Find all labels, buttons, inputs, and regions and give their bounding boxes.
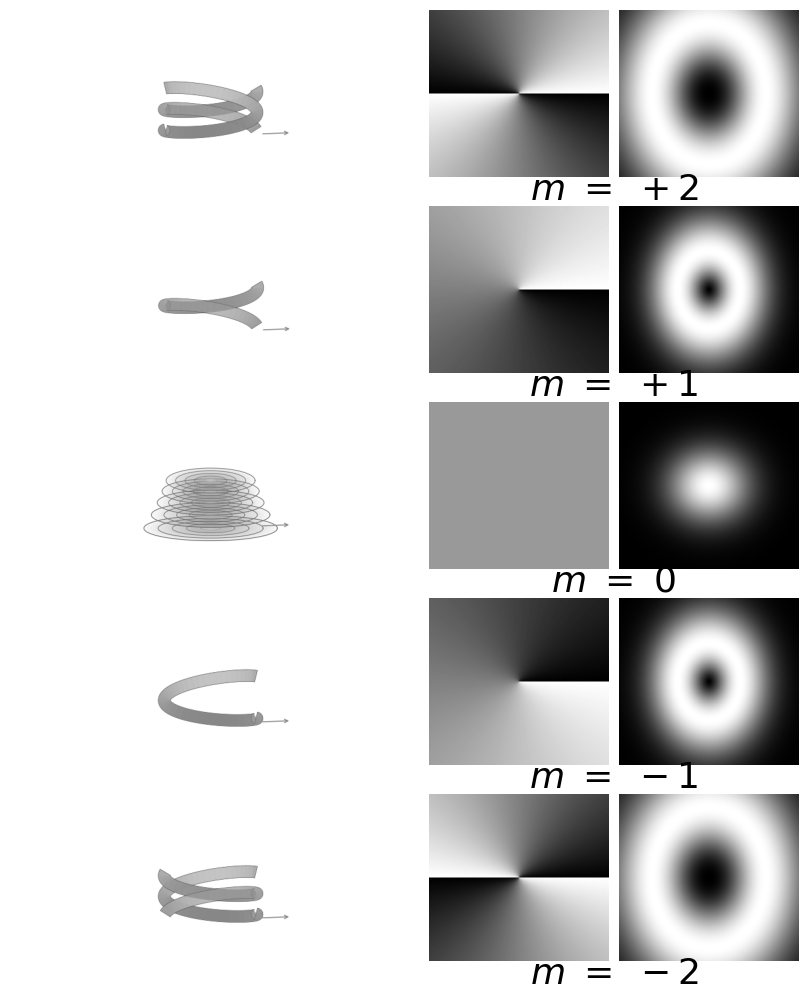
Text: $m\ =\ 0$: $m\ =\ 0$: [551, 565, 676, 599]
Text: $m\ =\ -1$: $m\ =\ -1$: [530, 761, 698, 795]
Text: $m\ =\ +2$: $m\ =\ +2$: [530, 173, 698, 207]
Text: $m\ =\ -2$: $m\ =\ -2$: [530, 957, 698, 991]
Text: $m\ =\ +1$: $m\ =\ +1$: [530, 369, 698, 403]
